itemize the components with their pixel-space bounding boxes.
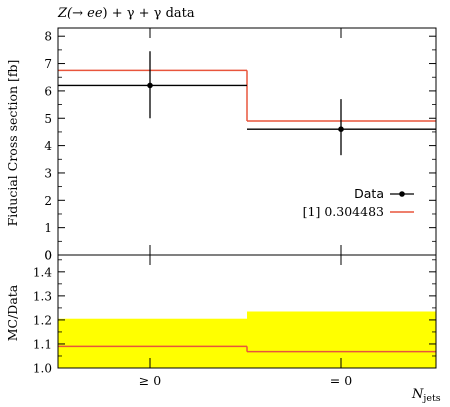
x-axis-label-main: N	[411, 387, 424, 402]
ratio-y-tick-label: 1.3	[33, 289, 52, 303]
chart-title: Z(→ ee) + γ + γ data	[57, 6, 195, 21]
ratio-y-tick-label: 1.1	[33, 337, 52, 351]
legend-label-data: Data	[354, 186, 384, 201]
ratio-x-ticks	[149, 255, 342, 368]
ratio-y-tick-label: 1.2	[33, 313, 52, 327]
title-prefix: Z(→	[57, 6, 87, 21]
x-category-label: ≥ 0	[139, 373, 161, 388]
data-point-1	[338, 126, 344, 132]
main-y-ticks: 0 1 2 3 4 5 6 7 8	[44, 30, 436, 263]
x-axis-label-sub: jets	[422, 393, 440, 404]
legend: Data [1] 0.304483	[303, 186, 414, 219]
y-axis-label-ratio: MC/Data	[5, 284, 20, 341]
main-data-series	[58, 51, 436, 156]
y-tick-label: 0	[44, 249, 52, 263]
ratio-y-ticks: 1.0 1.1 1.2 1.3 1.4 0	[33, 249, 436, 376]
y-axis-label-main: Fiducial Cross section [fb]	[5, 60, 20, 227]
ratio-panel-frame	[57, 254, 437, 369]
ratio-panel: 1.0 1.1 1.2 1.3 1.4 0	[33, 249, 437, 376]
y-tick-label: 3	[44, 166, 52, 180]
y-tick-label: 6	[44, 84, 52, 98]
title-suffix: ) + γ + γ data	[103, 6, 195, 21]
ratio-mc-series	[58, 345, 436, 353]
y-tick-label: 5	[44, 112, 52, 126]
ratio-y-tick-label: 1.4	[33, 265, 52, 279]
main-y-tick-label-zero: 0	[44, 249, 52, 263]
legend-marker-data-point	[399, 191, 405, 197]
main-panel-frame	[57, 27, 437, 256]
main-mc-series	[58, 69, 436, 122]
ratio-band-0	[58, 318, 247, 368]
ratio-y-tick-label: 1.0	[33, 362, 52, 376]
y-tick-label: 4	[44, 139, 52, 153]
y-tick-label: 2	[44, 194, 52, 208]
ratio-uncertainty-band	[58, 311, 436, 368]
y-tick-label: 1	[44, 221, 52, 235]
data-point-0	[147, 82, 153, 89]
x-axis-label: Njets	[411, 387, 441, 404]
main-panel: 0 1 2 3 4 5 6 7 8	[44, 27, 437, 263]
x-category-label: = 0	[330, 373, 352, 388]
main-x-ticks	[149, 28, 342, 255]
legend-label-mc: [1] 0.304483	[303, 204, 384, 219]
y-tick-label: 7	[44, 57, 52, 71]
y-tick-label: 8	[44, 30, 52, 44]
title-ee: ee	[87, 6, 103, 21]
x-category-labels: ≥ 0 = 0	[139, 373, 352, 388]
